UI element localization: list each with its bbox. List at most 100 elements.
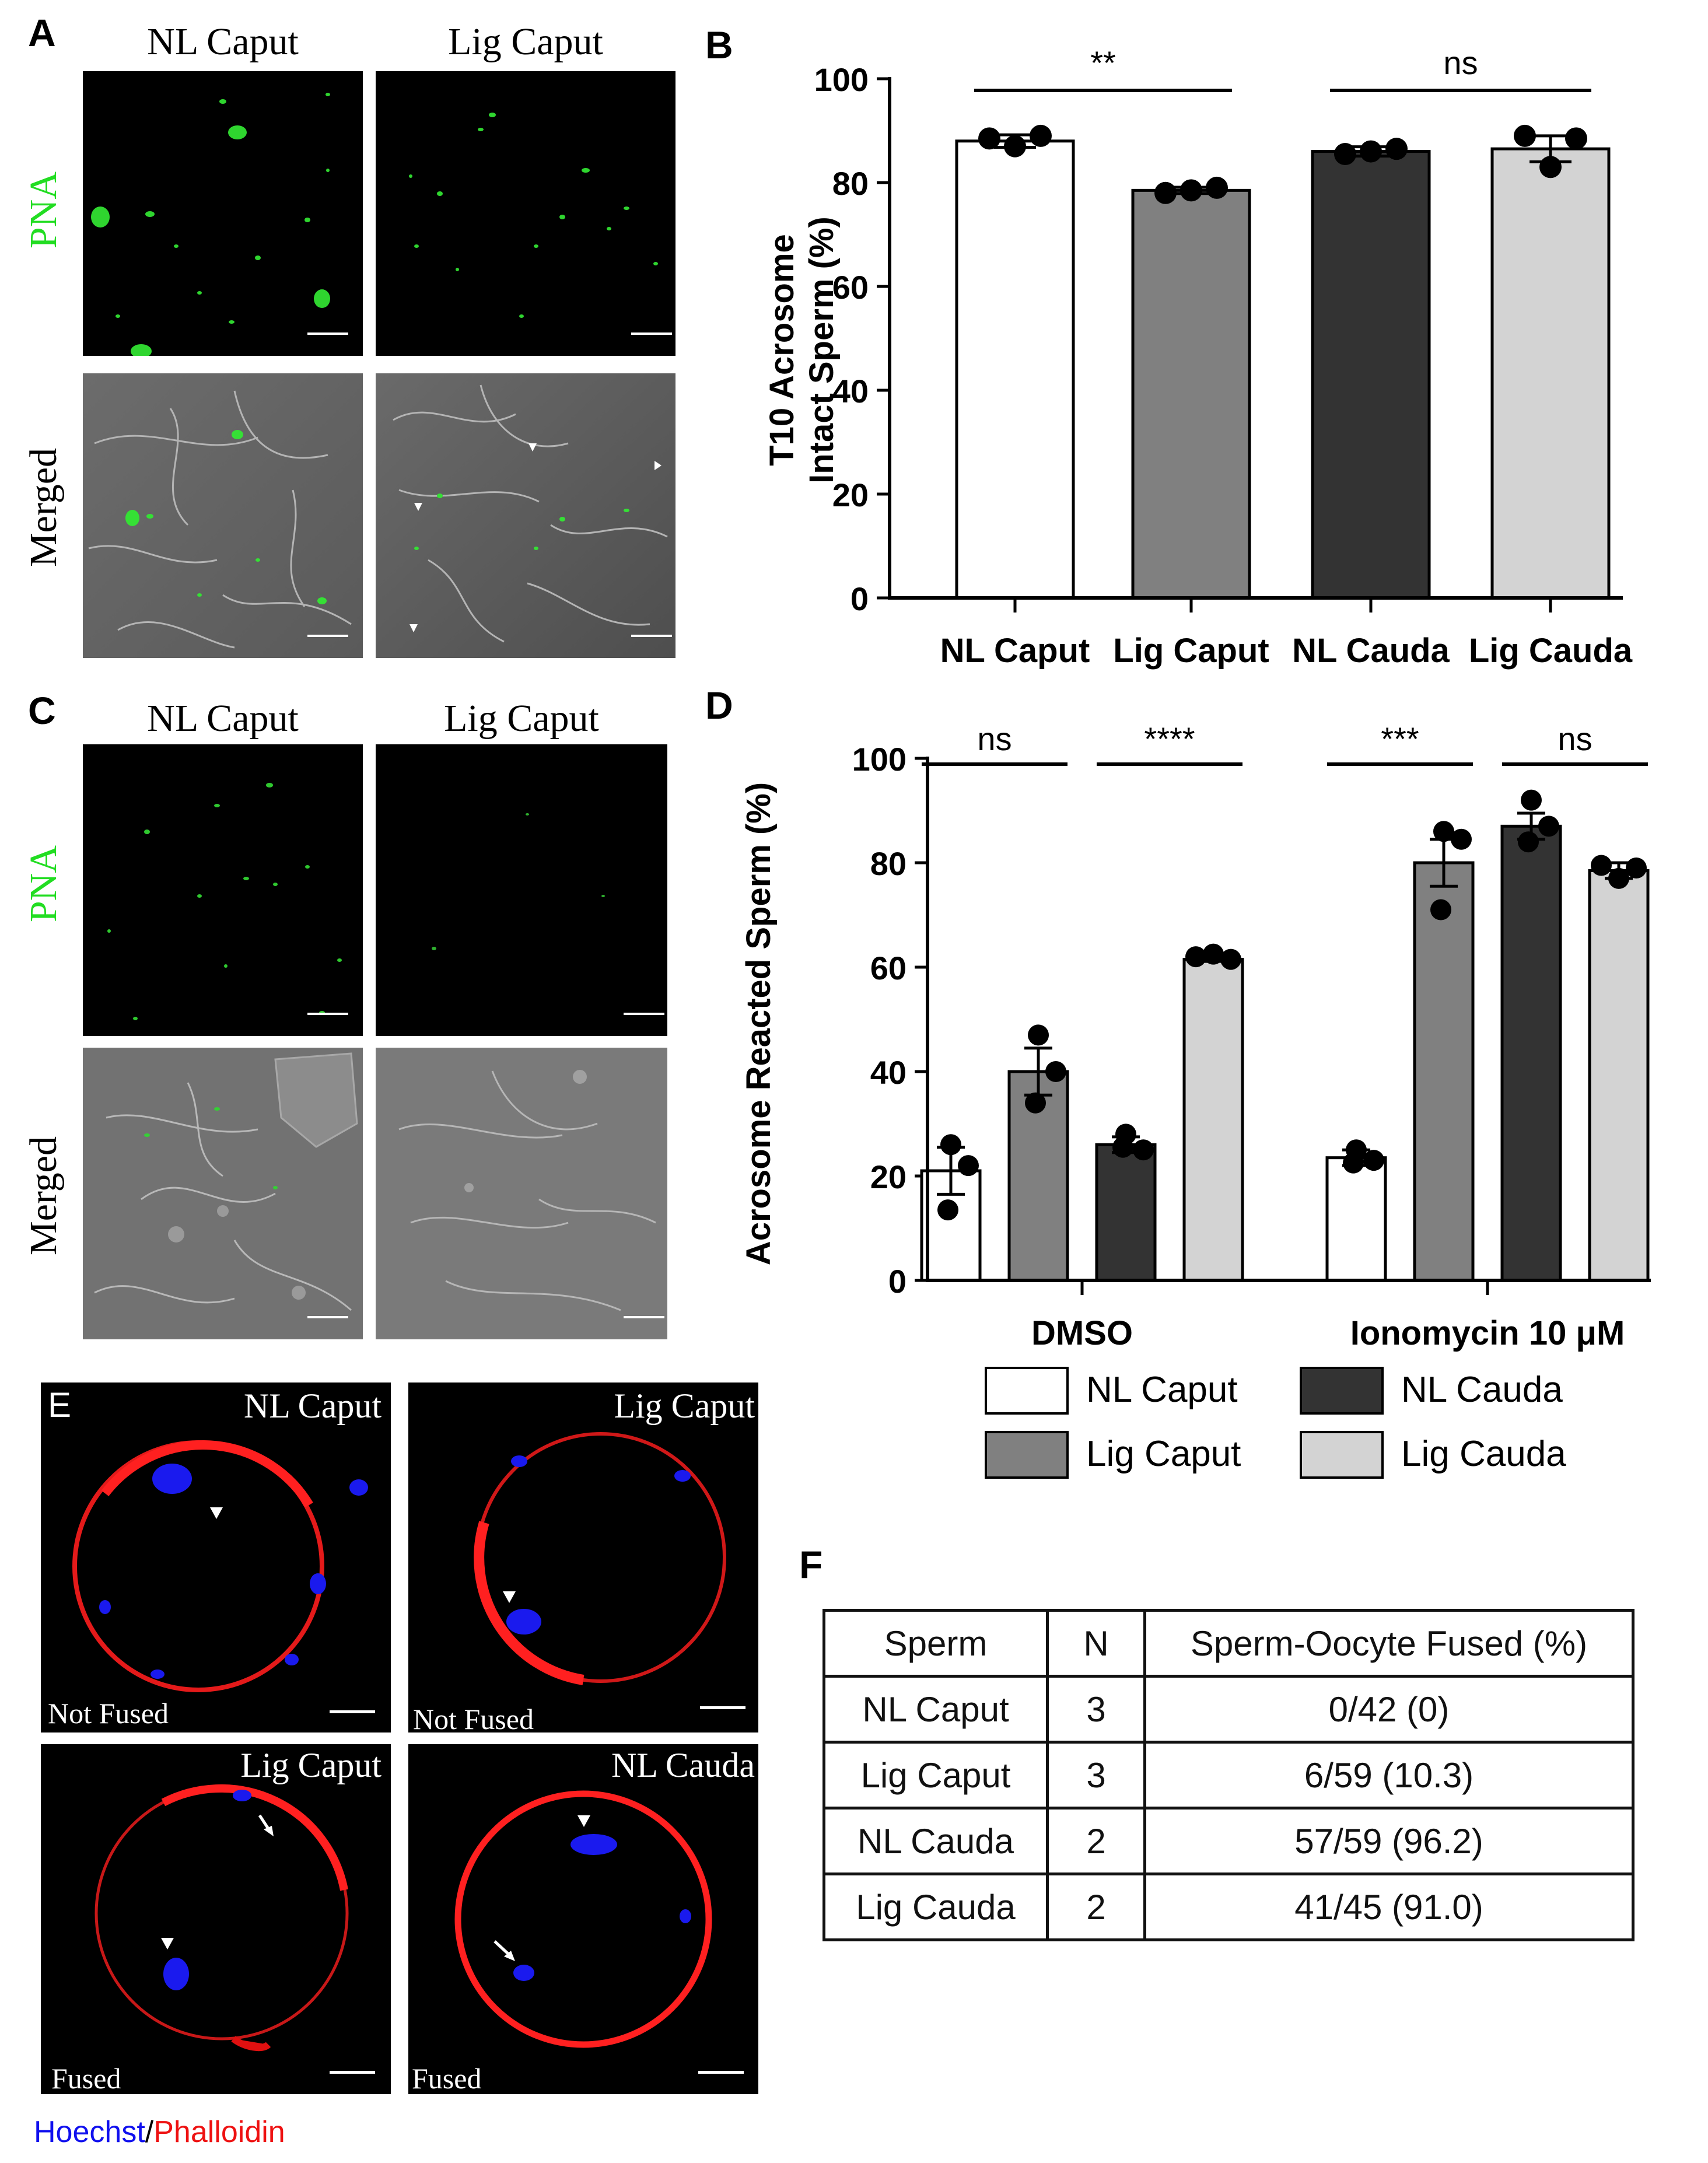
table-cell-n: 3 <box>1046 1675 1146 1744</box>
panel-c-col-label-1: NL Caput <box>147 697 299 740</box>
b-data-point <box>1180 179 1202 202</box>
oocyte-cell-1: NL Caput Not Fused <box>41 1382 391 1732</box>
d-data-point <box>937 1199 958 1221</box>
table-row: NL Caput 3 0/42 (0) <box>822 1675 1634 1744</box>
b-bar <box>1490 147 1611 600</box>
panel-b: B 0 20 40 60 80 100 T10 AcrosomeIntact Sperm (… <box>700 0 1708 677</box>
table-cell-fused: 0/42 (0) <box>1143 1675 1634 1744</box>
b-significance-label: ** <box>1090 44 1116 81</box>
d-legend-label: Lig Caput <box>1086 1434 1241 1474</box>
d-data-point <box>1025 1092 1046 1114</box>
d-legend-swatch <box>985 1431 1069 1479</box>
chart-d: D 0 20 40 60 80 100 Acrosome Reacted Sperm (%)… <box>705 684 1651 1479</box>
b-data-point <box>1539 156 1562 178</box>
d-ytick-label: 40 <box>870 1054 907 1091</box>
oocyte-cell-4-title: NL Cauda <box>611 1746 755 1784</box>
d-data-point <box>1451 828 1472 850</box>
table-cell-n: 2 <box>1046 1807 1146 1875</box>
table-cell-n: 2 <box>1046 1873 1146 1941</box>
d-data-point <box>1028 1024 1049 1046</box>
d-significance-label: ns <box>977 720 1012 757</box>
micrograph-c-pna-lig-caput <box>376 744 667 1036</box>
d-data-point <box>1220 949 1241 970</box>
b-ylabel: T10 AcrosomeIntact Sperm (%) <box>763 216 841 484</box>
micrograph-a-merged-lig-caput <box>376 373 676 658</box>
table-cell-sperm: Lig Cauda <box>822 1873 1049 1941</box>
table-row: NL Cauda 2 57/59 (96.2) <box>822 1807 1634 1875</box>
b-significance-label: ns <box>1443 44 1478 81</box>
b-data-point <box>1004 135 1026 158</box>
oocyte-image-1 <box>72 1440 375 1713</box>
legend-phalloidin: Phalloidin <box>153 2115 285 2149</box>
b-data-point <box>1514 124 1536 147</box>
table-cell-sperm: NL Cauda <box>822 1807 1049 1875</box>
d-data-point <box>1608 867 1629 889</box>
d-legend-swatch <box>1300 1431 1384 1479</box>
micrograph-a-pna-nl-caput <box>83 71 363 356</box>
panel-a-letter: A <box>28 11 56 54</box>
d-data-point <box>1538 816 1559 837</box>
d-significance-label: **** <box>1144 720 1195 757</box>
d-group-label: DMSO <box>1031 1314 1133 1352</box>
d-bar <box>1182 958 1244 1282</box>
d-data-point <box>958 1155 979 1177</box>
panel-a-col-label-2: Lig Caput <box>448 20 603 63</box>
table-header-row: Sperm N Sperm-Oocyte Fused (%) <box>822 1609 1634 1678</box>
d-ytick-label: 80 <box>870 845 907 882</box>
b-xtick-label: Lig Cauda <box>1469 632 1633 670</box>
panel-e: E NL Caput Not Fused Lig Caput Not Fused <box>0 1365 776 2163</box>
d-data-point <box>1626 857 1647 878</box>
panel-a-row-label-merged: Merged <box>22 447 65 568</box>
b-data-point <box>1030 124 1052 147</box>
d-legend-label: Lig Cauda <box>1401 1434 1566 1474</box>
b-bar <box>955 139 1075 600</box>
b-ytick-label: 0 <box>850 580 869 617</box>
oocyte-cell-2-status: Not Fused <box>413 1703 534 1735</box>
oocyte-cell-4-status: Fused <box>412 2062 482 2095</box>
panel-f-letter: F <box>799 1543 823 1586</box>
d-legend-swatch <box>985 1367 1069 1415</box>
b-ytick-label: 100 <box>814 61 869 98</box>
d-bar <box>1413 861 1475 1282</box>
oocyte-image-3 <box>94 1784 375 2074</box>
panel-f: F Sperm N Sperm-Oocyte Fused (%) NL Capu… <box>782 1540 1692 1972</box>
oocyte-cell-3-status: Fused <box>51 2062 121 2095</box>
b-ytick-label: 40 <box>832 373 869 410</box>
table-header-fused: Sperm-Oocyte Fused (%) <box>1143 1609 1634 1678</box>
chart-b: B 0 20 40 60 80 100 T10 AcrosomeIntact Sperm (… <box>705 23 1633 670</box>
panel-e-stain-legend: Hoechst/Phalloidin <box>34 2115 285 2150</box>
d-data-point <box>1521 789 1542 811</box>
d-data-point <box>1112 1136 1133 1158</box>
d-data-point <box>1591 855 1612 876</box>
oocyte-cell-4: NL Cauda Fused <box>408 1744 758 2095</box>
b-ylabel-line: T10 Acrosome <box>763 234 801 466</box>
micrograph-c-pna-nl-caput <box>83 744 363 1036</box>
table-header-sperm: Sperm <box>822 1609 1049 1678</box>
oocyte-cell-2-title: Lig Caput <box>614 1387 755 1425</box>
panel-b-letter: B <box>705 23 733 66</box>
d-legend-swatch <box>1300 1367 1384 1415</box>
oocyte-image-4 <box>454 1790 744 2074</box>
d-bar <box>1095 1143 1157 1282</box>
oocyte-image-2 <box>474 1432 746 1709</box>
d-group-label: Ionomycin 10 μM <box>1350 1314 1625 1352</box>
b-data-point <box>1154 181 1177 204</box>
panel-c-row-label-merged: Merged <box>22 1136 65 1256</box>
b-ytick-label: 20 <box>832 477 869 513</box>
panel-c: C NL Caput Lig Caput PNA Merged <box>0 677 700 1353</box>
oocyte-cell-1-title: NL Caput <box>243 1387 382 1425</box>
d-legend-label: NL Caput <box>1086 1370 1238 1410</box>
d-ytick-label: 20 <box>870 1158 907 1195</box>
d-data-point <box>1045 1061 1066 1082</box>
fusion-table: Sperm N Sperm-Oocyte Fused (%) NL Caput … <box>822 1609 1634 1941</box>
legend-separator: / <box>145 2115 154 2149</box>
d-data-point <box>1203 943 1224 965</box>
d-significance-label: ns <box>1558 720 1592 757</box>
micrograph-c-merged-nl-caput <box>83 1048 363 1339</box>
d-ytick-label: 100 <box>852 741 907 778</box>
panel-e-letter: E <box>48 1385 72 1424</box>
table-cell-sperm: NL Caput <box>822 1675 1049 1744</box>
b-data-point <box>978 127 1000 150</box>
b-data-point <box>1360 140 1382 163</box>
table-cell-sperm: Lig Caput <box>822 1741 1049 1810</box>
